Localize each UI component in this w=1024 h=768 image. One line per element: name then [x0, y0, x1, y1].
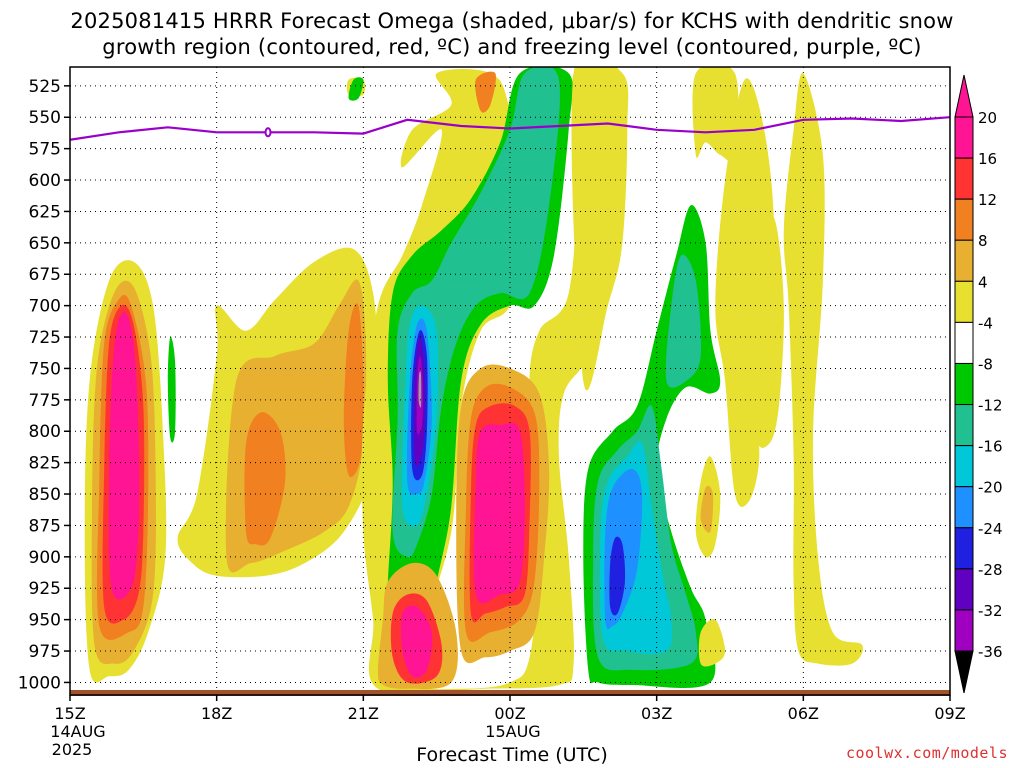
omega-region-4: [108, 311, 140, 600]
x-date-label-14AUG: 14AUG: [50, 722, 105, 741]
colorbar-segment-7: [954, 404, 974, 447]
colorbar-segment-5: [954, 321, 974, 364]
colorbar-segment-0: [954, 116, 974, 159]
omega-region-33: [665, 254, 702, 388]
omega-region-11: [348, 77, 364, 101]
omega-region-40: [700, 485, 714, 533]
x-tick-label-18Z: 18Z: [201, 704, 232, 723]
omega-region-26: [473, 422, 525, 604]
colorbar-segment-3: [954, 239, 974, 282]
colorbar-segment-1: [954, 157, 974, 200]
colorbar-segment-4: [954, 280, 974, 323]
colorbar-segment-8: [954, 445, 974, 488]
y-tick-label-825: 825: [29, 454, 61, 474]
x-tick-label-21Z: 21Z: [348, 704, 379, 723]
omega-region-42: [783, 72, 863, 666]
y-axis: 525 550 575 600 625 650 675 700 725 750 775 800 825 8…: [18, 77, 70, 693]
omega-region-30: [571, 67, 629, 391]
colorbar-label-20: 20: [978, 109, 997, 127]
omega-region-5: [167, 336, 176, 443]
y-tick-label-1000: 1000: [18, 673, 61, 693]
omega-shading: [84, 67, 863, 694]
colorbar-label--16: -16: [978, 438, 1003, 456]
omega-region-29: [400, 605, 433, 678]
y-tick-label-875: 875: [29, 516, 61, 536]
colorbar-label--24: -24: [978, 520, 1003, 538]
y-tick-label-700: 700: [29, 297, 61, 317]
omega-region-43: [744, 214, 784, 448]
omega-region-20: [418, 371, 422, 408]
x-date-label-15AUG: 15AUG: [485, 722, 540, 741]
colorbar-label--8: -8: [978, 355, 993, 373]
freezing-level-line: [70, 116, 950, 141]
y-tick-label-775: 775: [29, 391, 61, 411]
colorbar-label-8: 8: [978, 232, 988, 250]
colorbar-top-arrow: [954, 74, 974, 118]
y-tick-label-525: 525: [29, 77, 61, 97]
colorbar-bottom-arrow: [954, 650, 974, 694]
colorbar-label-12: 12: [978, 191, 997, 209]
y-tick-label-950: 950: [29, 611, 61, 631]
x-tick-label-15Z: 15Z: [54, 704, 85, 723]
chart-title: 2025081415 HRRR Forecast Omega (shaded, …: [0, 8, 1024, 60]
omega-region-9: [343, 303, 364, 478]
omega-region-37: [692, 67, 739, 162]
y-tick-label-600: 600: [29, 171, 61, 191]
y-tick-label-675: 675: [29, 265, 61, 285]
y-tick-label-575: 575: [29, 140, 61, 160]
x-tick-label-00Z: 00Z: [494, 704, 525, 723]
colorbar-segment-9: [954, 486, 974, 529]
y-tick-label-750: 750: [29, 359, 61, 379]
colorbar-segment-11: [954, 568, 974, 611]
x-tick-label-06Z: 06Z: [788, 704, 819, 723]
x-tick-label-09Z: 09Z: [934, 704, 965, 723]
y-tick-label-900: 900: [29, 548, 61, 568]
chart-title-line2: growth region (contoured, red, ºC) and f…: [102, 35, 922, 59]
freezing-level-label-marker: [264, 127, 272, 138]
colorbar: 20 16 12 8 4 -4 -8 -12 -16 -20 -24 -28 -32 -36: [954, 74, 1003, 694]
site-credit: coolwx.com/models: [845, 744, 1008, 762]
x-tick-label-03Z: 03Z: [641, 704, 672, 723]
colorbar-label--4: -4: [978, 314, 993, 332]
colorbar-label--36: -36: [978, 643, 1003, 661]
y-tick-label-850: 850: [29, 485, 61, 505]
freezing-level-contour: [70, 116, 950, 141]
omega-region-36: [609, 536, 626, 616]
colorbar-label--28: -28: [978, 561, 1003, 579]
omega-region-22: [475, 71, 496, 113]
x-axis-label: Forecast Time (UTC): [416, 744, 608, 766]
y-tick-label-725: 725: [29, 328, 61, 348]
y-tick-label-925: 925: [29, 579, 61, 599]
colorbar-segment-2: [954, 198, 974, 241]
omega-region-21: [448, 79, 487, 156]
omega-region-41: [698, 618, 726, 667]
colorbar-segment-6: [954, 362, 974, 406]
colorbar-label-4: 4: [978, 273, 988, 291]
colorbar-label--32: -32: [978, 602, 1003, 620]
omega-region-38: [715, 78, 774, 507]
grid-lines: [70, 67, 950, 695]
colorbar-label--12: -12: [978, 397, 1003, 415]
omega-region-8: [244, 412, 286, 546]
y-tick-label-550: 550: [29, 108, 61, 128]
y-tick-label-650: 650: [29, 234, 61, 254]
colorbar-label-16: 16: [978, 150, 997, 168]
y-tick-label-625: 625: [29, 202, 61, 222]
colorbar-label--20: -20: [978, 479, 1003, 497]
y-tick-label-800: 800: [29, 422, 61, 442]
x-year-label-2025: 2025: [52, 740, 93, 759]
chart-title-line1: 2025081415 HRRR Forecast Omega (shaded, …: [70, 9, 954, 33]
colorbar-segment-10: [954, 527, 974, 570]
y-tick-label-975: 975: [29, 642, 61, 662]
colorbar-segment-12: [954, 609, 974, 652]
ground-band: [70, 689, 950, 696]
